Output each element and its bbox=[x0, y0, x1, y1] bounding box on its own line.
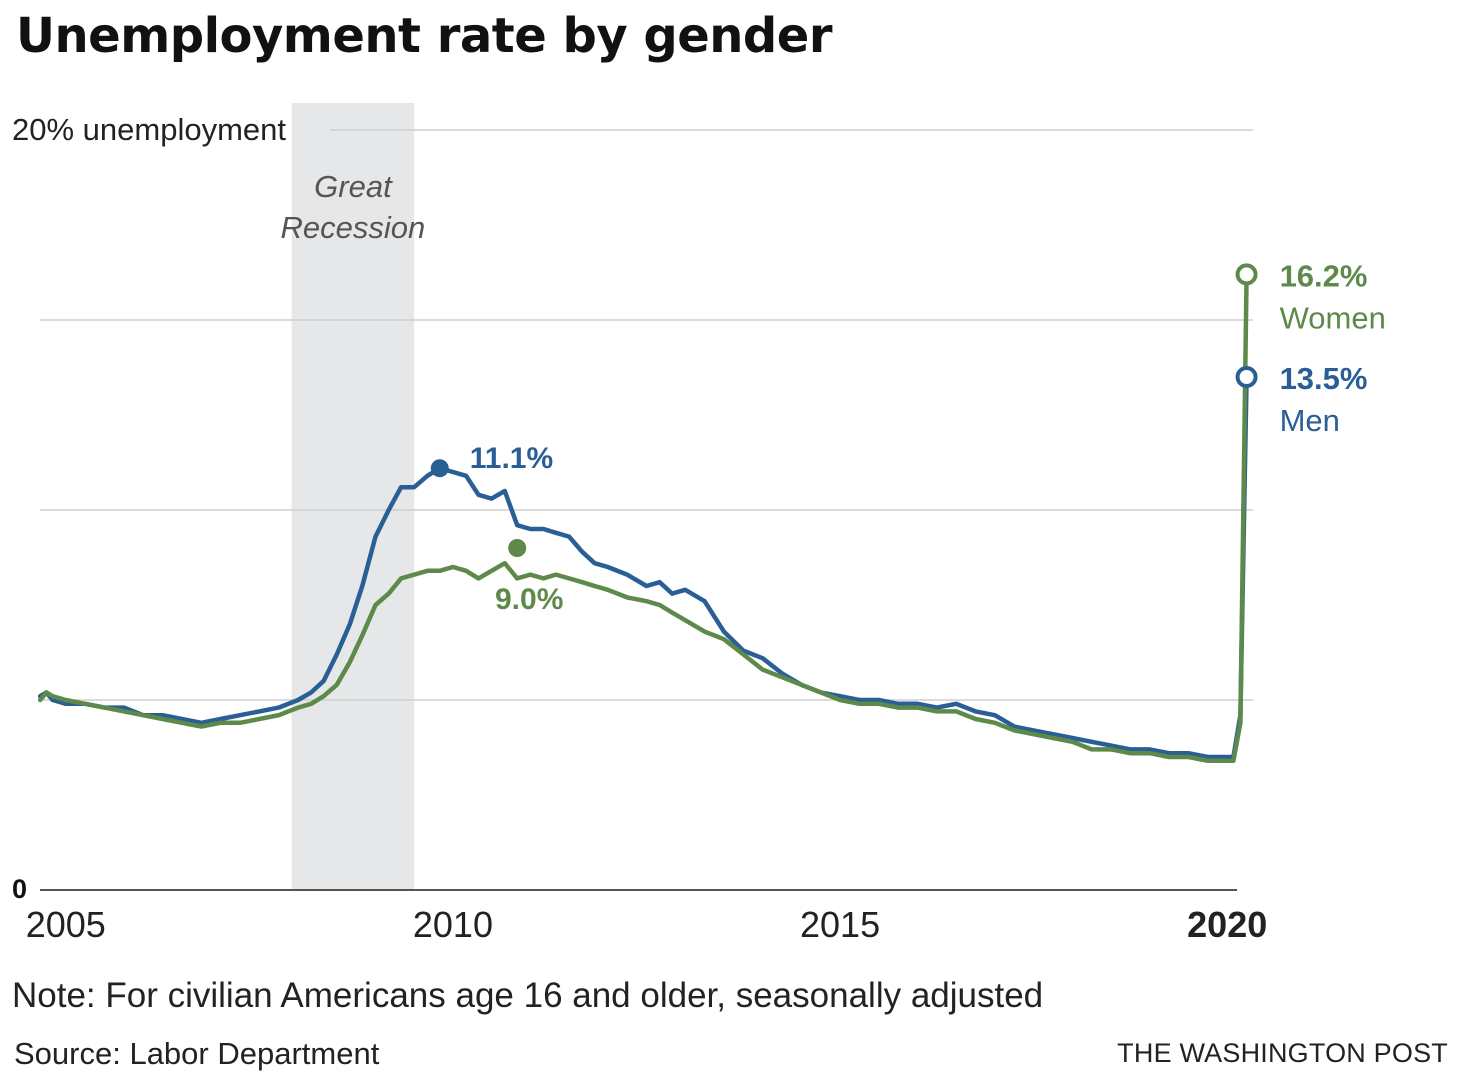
chart-source: Source: Labor Department bbox=[14, 1036, 380, 1071]
chart-note: Note: For civilian Americans age 16 and … bbox=[12, 976, 1044, 1015]
peak-label-women: 9.0% bbox=[495, 583, 563, 616]
line-chart: Great Recession 20% unemployment 0 2005 2… bbox=[12, 103, 1386, 945]
y-axis-top-label: 20% unemployment bbox=[12, 112, 286, 147]
annotation-layer: 11.1% 13.5% Men 9.0% 16.2% Women bbox=[430, 258, 1386, 616]
recession-label-line1: Great bbox=[314, 169, 393, 204]
y-axis-zero-label: 0 bbox=[12, 874, 27, 904]
end-name-label-men: Men bbox=[1280, 403, 1340, 438]
series-line-women bbox=[37, 272, 1249, 764]
end-marker-men bbox=[1235, 366, 1258, 388]
peak-marker-men bbox=[430, 459, 449, 478]
x-tick-label-2020: 2020 bbox=[1187, 904, 1267, 945]
chart-title: Unemployment rate by gender bbox=[16, 8, 833, 64]
end-value-label-men: 13.5% bbox=[1280, 361, 1368, 396]
recession-label-line2: Recession bbox=[281, 210, 426, 245]
x-tick-label-2005: 2005 bbox=[26, 904, 106, 945]
x-axis-ticks: 2005 2010 2015 2020 bbox=[26, 904, 1268, 945]
end-value-label-women: 16.2% bbox=[1280, 258, 1368, 293]
end-marker-women bbox=[1235, 263, 1258, 286]
publisher-credit: THE WASHINGTON POST bbox=[1117, 1038, 1448, 1068]
series-line-men bbox=[37, 374, 1249, 760]
gridlines bbox=[40, 129, 1253, 701]
x-tick-label-2015: 2015 bbox=[800, 904, 880, 945]
end-name-label-women: Women bbox=[1280, 300, 1386, 335]
peak-marker-women bbox=[508, 539, 527, 557]
x-tick-label-2010: 2010 bbox=[413, 904, 493, 945]
series-layer bbox=[37, 272, 1249, 764]
peak-label-men: 11.1% bbox=[470, 442, 553, 475]
